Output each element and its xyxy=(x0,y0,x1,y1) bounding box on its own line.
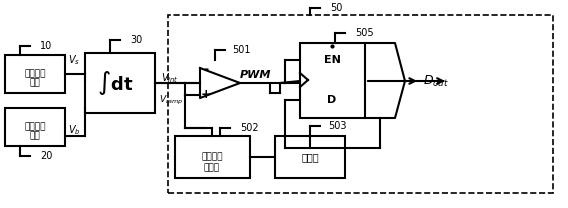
FancyBboxPatch shape xyxy=(5,55,65,93)
Text: EN: EN xyxy=(324,55,340,65)
Text: 第一偏置: 第一偏置 xyxy=(24,69,46,78)
Text: PWM: PWM xyxy=(240,70,272,80)
Text: $V_{ramp}$: $V_{ramp}$ xyxy=(158,93,183,106)
Text: $V_s$: $V_s$ xyxy=(68,53,80,67)
Text: $V_b$: $V_b$ xyxy=(68,123,81,137)
Text: 20: 20 xyxy=(40,151,52,161)
FancyBboxPatch shape xyxy=(300,43,365,118)
FancyBboxPatch shape xyxy=(85,53,155,113)
Text: 电路: 电路 xyxy=(30,78,40,88)
Text: $V_{int}$: $V_{int}$ xyxy=(161,71,179,85)
FancyBboxPatch shape xyxy=(275,136,345,178)
Text: 计数器: 计数器 xyxy=(301,152,319,162)
Text: 505: 505 xyxy=(355,28,374,38)
FancyBboxPatch shape xyxy=(175,136,250,178)
Text: 10: 10 xyxy=(40,41,52,51)
FancyBboxPatch shape xyxy=(5,108,65,146)
Text: D: D xyxy=(327,95,337,105)
Text: 50: 50 xyxy=(330,3,343,13)
Text: +: + xyxy=(201,88,211,100)
Text: 发生器: 发生器 xyxy=(204,163,220,172)
Text: 第二偏置: 第二偏置 xyxy=(24,123,46,131)
Text: -: - xyxy=(203,63,208,77)
Text: 501: 501 xyxy=(232,45,250,55)
Text: 503: 503 xyxy=(328,121,346,131)
Text: 502: 502 xyxy=(240,123,258,133)
Text: 电路: 电路 xyxy=(30,131,40,140)
Text: 30: 30 xyxy=(130,35,142,45)
Text: $\int$dt: $\int$dt xyxy=(97,69,133,97)
Text: 斜坡信号: 斜坡信号 xyxy=(201,152,223,161)
Text: $D_{out}$: $D_{out}$ xyxy=(423,73,449,89)
